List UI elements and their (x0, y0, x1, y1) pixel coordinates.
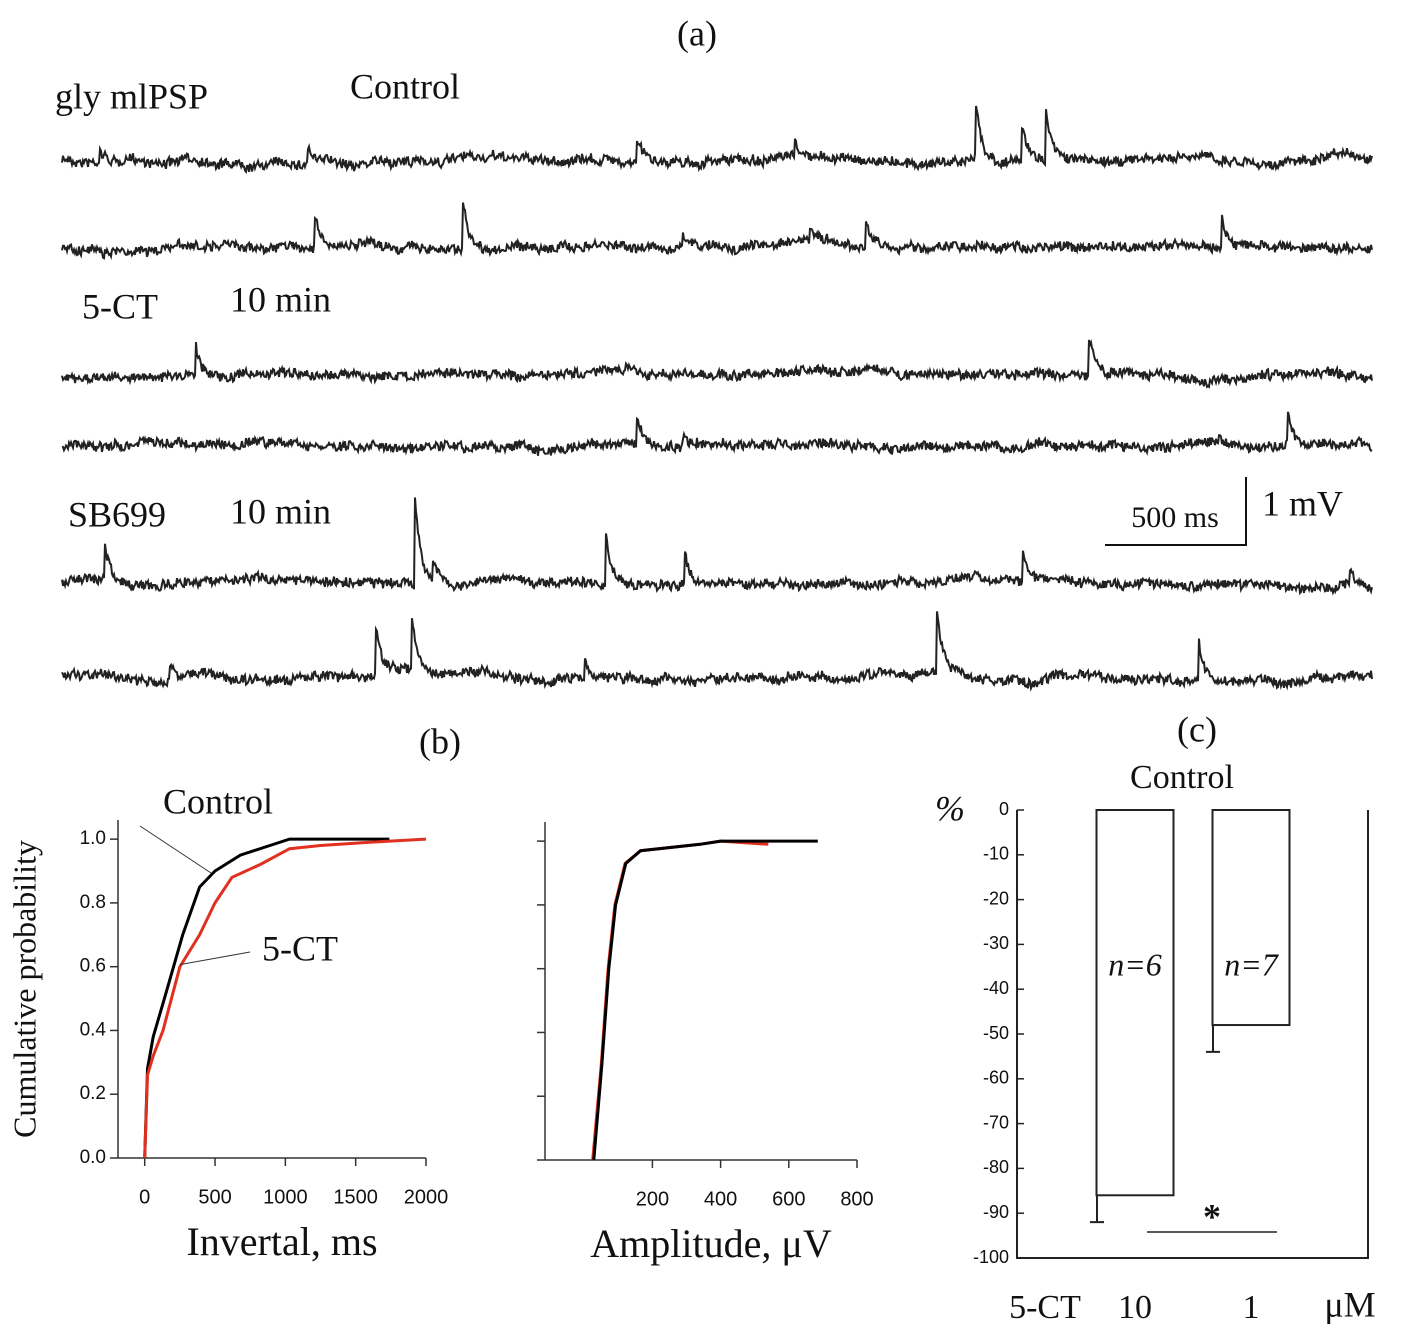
y-tick-label: -20 (983, 888, 1009, 908)
x-axis-label: 5-CT (1009, 1289, 1081, 1326)
x-axis-label: Invertal, ms (186, 1219, 377, 1264)
trace-label: gly mlPSP (55, 76, 208, 116)
y-tick-label: -40 (983, 978, 1009, 998)
x-tick-label: 500 (198, 1186, 231, 1208)
error-bar (1090, 1195, 1104, 1224)
series-line (143, 837, 390, 1159)
y-tick-label: -90 (983, 1202, 1009, 1222)
trace (61, 339, 1373, 389)
y-tick-label: -50 (983, 1023, 1009, 1043)
trace-label: 5-CT (82, 286, 158, 326)
chart-title: Control (1130, 759, 1234, 796)
y-tick-label: 1.0 (80, 828, 106, 849)
y-axis-label: % (935, 788, 965, 828)
error-bar (1206, 1025, 1220, 1053)
series-line (143, 837, 427, 1159)
y-tick-label: 0.0 (80, 1147, 106, 1168)
bar (1211, 809, 1291, 1027)
x-axis-label: Amplitude, μV (590, 1221, 832, 1266)
x-tick-label: 1 (1243, 1289, 1260, 1326)
bar-label: n=6 (1108, 946, 1162, 982)
legend-label: Control (163, 781, 273, 821)
x-tick-label: 10 (1118, 1289, 1152, 1326)
y-tick-label: -70 (983, 1112, 1009, 1132)
significance-label: * (1203, 1196, 1221, 1236)
trace (61, 411, 1373, 456)
x-axis-label: μM (1324, 1284, 1375, 1324)
y-axis-label: Cumulative probability (6, 840, 42, 1138)
x-tick-label: 2000 (404, 1186, 449, 1208)
x-tick-label: 400 (704, 1188, 737, 1210)
panel-label: (a) (677, 13, 717, 53)
x-tick-label: 200 (636, 1188, 669, 1210)
panel-label: (c) (1177, 709, 1217, 749)
trace-label: SB699 (68, 494, 166, 534)
bar (1095, 809, 1175, 1197)
y-tick-label: 0.2 (80, 1083, 106, 1104)
y-tick-label: -30 (983, 933, 1009, 953)
leader-line (179, 951, 251, 966)
y-tick-label: -10 (983, 844, 1009, 864)
trace-label: Control (350, 66, 460, 106)
x-tick-label: 0 (139, 1186, 150, 1208)
traces (61, 105, 1373, 692)
scale-label: 1 mV (1262, 483, 1343, 523)
trace-label: 10 min (230, 491, 331, 531)
series-line (592, 839, 818, 1161)
y-tick-label: 0.4 (80, 1019, 107, 1040)
trace (61, 105, 1373, 175)
trace (61, 611, 1373, 692)
leader-line (139, 825, 212, 874)
y-tick-label: -80 (983, 1157, 1009, 1177)
y-tick-label: 0 (999, 799, 1009, 819)
axis-frame (1016, 810, 1369, 1259)
trace-label: 10 min (230, 279, 331, 319)
bar-label: n=7 (1224, 946, 1280, 982)
y-tick-label: 0.6 (80, 956, 106, 977)
scale-bar: 500 ms 1 mV (1105, 477, 1343, 546)
scale-label: 500 ms (1131, 501, 1219, 534)
y-tick-label: 0.8 (80, 892, 106, 913)
y-tick-label: -100 (973, 1247, 1009, 1267)
x-tick-label: 600 (772, 1188, 805, 1210)
y-tick-label: -60 (983, 1068, 1009, 1088)
x-tick-label: 1000 (263, 1186, 308, 1208)
trace (61, 497, 1373, 596)
x-tick-label: 1500 (333, 1186, 378, 1208)
legend-label: 5-CT (262, 928, 338, 968)
trace (61, 202, 1373, 261)
x-tick-label: 800 (840, 1188, 873, 1210)
panel-label: (b) (419, 721, 461, 761)
